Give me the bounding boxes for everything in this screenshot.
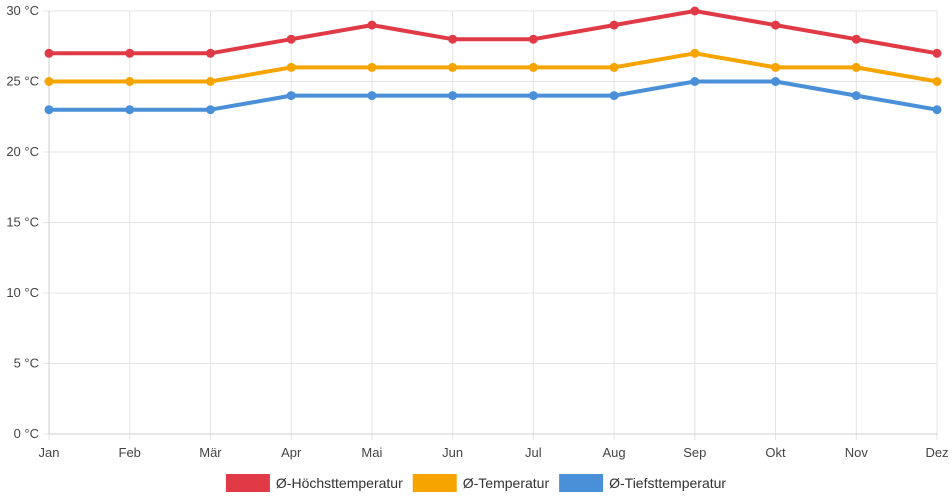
legend-label: Ø-Höchsttemperatur bbox=[276, 475, 403, 491]
data-point[interactable] bbox=[44, 48, 54, 58]
series-1 bbox=[44, 48, 942, 86]
series-line bbox=[47, 9, 939, 56]
data-point[interactable] bbox=[367, 62, 377, 72]
data-point[interactable] bbox=[771, 20, 781, 30]
legend: Ø-Höchsttemperatur Ø-Temperatur Ø-Tiefstte… bbox=[225, 474, 726, 492]
data-point[interactable] bbox=[367, 91, 377, 101]
legend-swatch bbox=[225, 474, 270, 492]
data-point[interactable] bbox=[932, 77, 942, 86]
data-point[interactable] bbox=[932, 105, 942, 115]
y-tick-label: 20 °C bbox=[6, 144, 39, 159]
data-point[interactable] bbox=[286, 91, 296, 101]
x-tick-label: Jan bbox=[39, 445, 60, 460]
data-point[interactable] bbox=[205, 105, 215, 115]
grid bbox=[43, 10, 938, 440]
data-point[interactable] bbox=[609, 91, 619, 101]
data-point[interactable] bbox=[528, 62, 538, 72]
data-point[interactable] bbox=[448, 62, 458, 72]
y-tick-label: 25 °C bbox=[6, 74, 39, 89]
data-point[interactable] bbox=[286, 34, 296, 44]
x-tick-label: Mär bbox=[199, 445, 222, 460]
data-point[interactable] bbox=[690, 77, 700, 86]
y-tick-label: 10 °C bbox=[6, 285, 39, 300]
data-point[interactable] bbox=[448, 34, 458, 44]
x-axis-ticks: Jan Feb Mär Apr Mai Jun Jul Aug Sep Okt Nov Dez bbox=[39, 445, 949, 460]
x-tick-label: Apr bbox=[281, 445, 302, 460]
data-point[interactable] bbox=[286, 62, 296, 72]
x-tick-label: Jun bbox=[442, 445, 463, 460]
data-point[interactable] bbox=[690, 6, 700, 16]
legend-swatch bbox=[559, 474, 604, 492]
legend-swatch bbox=[412, 474, 457, 492]
x-tick-label: Feb bbox=[119, 445, 141, 460]
legend-item[interactable]: Ø-Höchsttemperatur bbox=[225, 474, 403, 492]
data-point[interactable] bbox=[205, 77, 215, 86]
x-tick-label: Jul bbox=[525, 445, 542, 460]
series-2 bbox=[44, 77, 942, 115]
y-axis-ticks: 0 °C 5 °C 10 °C 15 °C 20 °C 25 °C 30 °C bbox=[6, 3, 39, 441]
data-point[interactable] bbox=[448, 91, 458, 101]
series-lines bbox=[44, 6, 942, 115]
data-point[interactable] bbox=[771, 62, 781, 72]
data-point[interactable] bbox=[932, 48, 942, 58]
data-point[interactable] bbox=[609, 20, 619, 30]
x-tick-label: Nov bbox=[845, 445, 869, 460]
x-tick-label: Aug bbox=[603, 445, 626, 460]
data-point[interactable] bbox=[528, 91, 538, 101]
x-tick-label: Dez bbox=[925, 445, 948, 460]
y-tick-label: 5 °C bbox=[14, 356, 39, 371]
data-point[interactable] bbox=[690, 48, 700, 58]
data-point[interactable] bbox=[205, 48, 215, 58]
data-point[interactable] bbox=[609, 62, 619, 72]
x-tick-label: Sep bbox=[683, 445, 706, 460]
series-0 bbox=[44, 6, 942, 58]
data-point[interactable] bbox=[771, 77, 781, 86]
legend-item[interactable]: Ø-Temperatur bbox=[412, 474, 550, 492]
data-point[interactable] bbox=[851, 34, 861, 44]
x-tick-label: Mai bbox=[361, 445, 382, 460]
y-tick-label: 30 °C bbox=[6, 3, 39, 18]
series-line bbox=[47, 79, 939, 112]
data-point[interactable] bbox=[125, 77, 135, 86]
data-point[interactable] bbox=[44, 77, 54, 86]
data-point[interactable] bbox=[528, 34, 538, 44]
data-point[interactable] bbox=[851, 62, 861, 72]
data-point[interactable] bbox=[851, 91, 861, 101]
x-tick-label: Okt bbox=[765, 445, 786, 460]
y-tick-label: 0 °C bbox=[14, 426, 39, 441]
y-tick-label: 15 °C bbox=[6, 215, 39, 230]
legend-label: Ø-Temperatur bbox=[463, 475, 550, 491]
data-point[interactable] bbox=[44, 105, 54, 115]
legend-item[interactable]: Ø-Tiefsttemperatur bbox=[559, 474, 726, 492]
data-point[interactable] bbox=[367, 20, 377, 30]
data-point[interactable] bbox=[125, 48, 135, 58]
series-line bbox=[47, 51, 939, 84]
legend-label: Ø-Tiefsttemperatur bbox=[609, 475, 726, 491]
data-point[interactable] bbox=[125, 105, 135, 115]
